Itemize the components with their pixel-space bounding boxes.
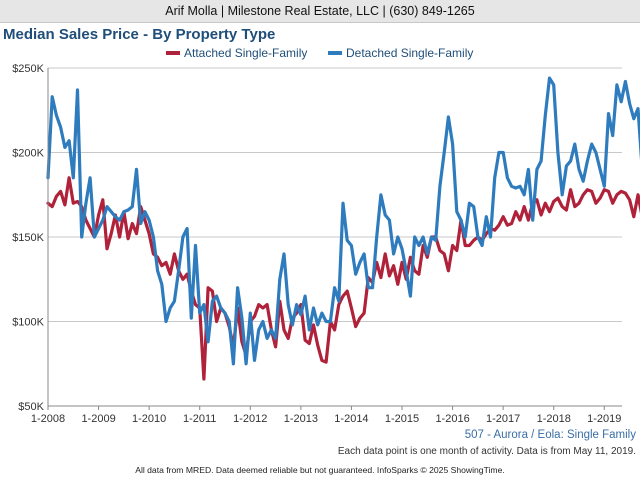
series-line-attached <box>46 176 640 381</box>
x-tick-label: 1-2017 <box>486 413 520 425</box>
x-tick-label: 1-2010 <box>132 413 166 425</box>
grid-layer <box>48 67 622 407</box>
x-tick-label: 1-2016 <box>435 413 469 425</box>
x-tick-label: 1-2008 <box>31 413 65 425</box>
legend-swatch-detached <box>328 50 342 55</box>
footer-disclaimer: All data from MRED. Data deemed reliable… <box>135 465 505 475</box>
legend-item-detached: Detached Single-Family <box>328 46 473 60</box>
legend-label-attached: Attached Single-Family <box>184 46 308 60</box>
legend-item-attached: Attached Single-Family <box>166 46 307 60</box>
legend-label-detached: Detached Single-Family <box>346 46 474 60</box>
x-tick-label: 1-2019 <box>587 413 621 425</box>
axis-layer: $50K $100K $150K $200K $250K 1-2008 1-2009 1-20… <box>12 63 621 425</box>
x-tick-label: 1-2009 <box>81 413 115 425</box>
agent-info-text: Arif Molla | Milestone Real Estate, LLC … <box>165 4 475 18</box>
header-bar: Arif Molla | Milestone Real Estate, LLC … <box>0 0 640 23</box>
chart-title: Median Sales Price - By Property Type <box>3 26 276 43</box>
x-tick-label: 1-2018 <box>537 413 571 425</box>
x-tick-label: 1-2014 <box>334 413 368 425</box>
legend-swatch-attached <box>166 50 180 55</box>
x-tick-label: 1-2011 <box>183 413 216 425</box>
y-tick-label: $200K <box>12 148 44 160</box>
series-line-detached <box>46 76 640 366</box>
y-tick-label: $50K <box>18 401 44 413</box>
x-tick-label: 1-2013 <box>284 413 318 425</box>
line-chart: $50K $100K $150K $200K $250K 1-2008 1-2009 1-20… <box>12 63 640 425</box>
data-note: Each data point is one month of activity… <box>337 446 636 457</box>
y-tick-label: $150K <box>12 232 44 244</box>
series-description: 507 - Aurora / Eola: Single Family <box>464 429 636 441</box>
series-layer <box>46 76 640 381</box>
y-tick-label: $250K <box>12 63 44 75</box>
x-tick-label: 1-2015 <box>385 413 419 425</box>
legend: Attached Single-Family Detached Single-F… <box>0 46 640 62</box>
x-tick-label: 1-2012 <box>233 413 267 425</box>
y-tick-label: $100K <box>12 317 44 329</box>
